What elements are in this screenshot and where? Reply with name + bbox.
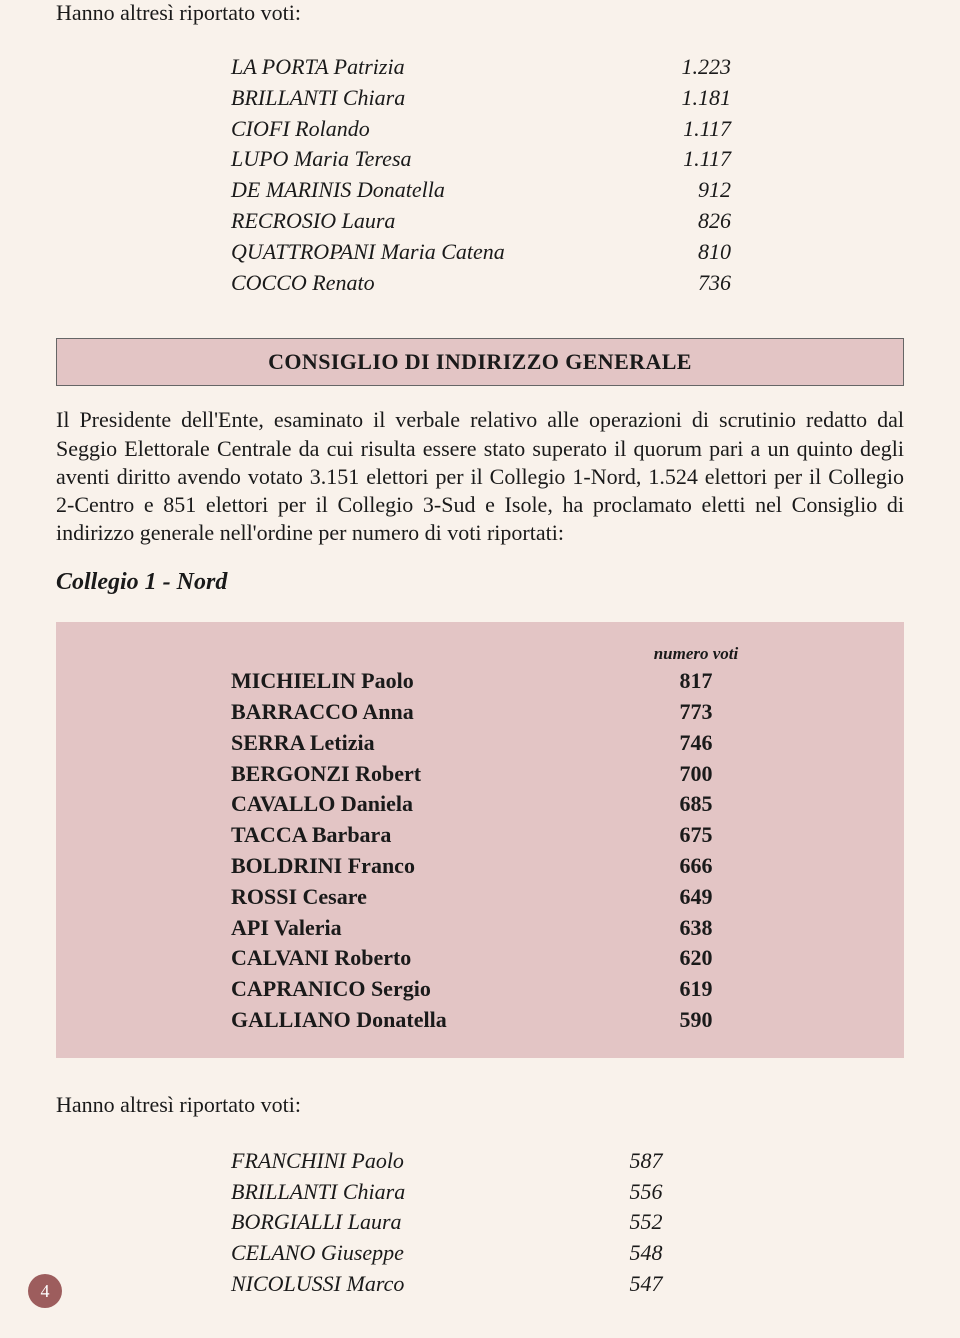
candidate-name: ROSSI Cesare [231, 882, 636, 913]
header-spacer [231, 644, 636, 664]
vote-value: 1.117 [651, 114, 731, 145]
candidate-name: BORGIALLI Laura [231, 1207, 586, 1238]
table-row: ROSSI Cesare649 [231, 882, 904, 913]
list-item: QUATTROPANI Maria Catena810 [231, 237, 904, 268]
list-item: CELANO Giuseppe548 [231, 1238, 904, 1269]
table-row: TACCA Barbara675 [231, 820, 904, 851]
list-item: COCCO Renato736 [231, 268, 904, 299]
vote-value: 826 [651, 206, 731, 237]
vote-value: 548 [586, 1238, 706, 1269]
page-number-badge: 4 [28, 1274, 62, 1308]
intro-paragraph: Hanno altresì riportato voti: [56, 0, 904, 26]
table-row: BERGONZI Robert700 [231, 759, 904, 790]
list-item: NICOLUSSI Marco547 [231, 1269, 904, 1300]
vote-value: 810 [651, 237, 731, 268]
vote-value: 685 [636, 789, 756, 820]
vote-value: 675 [636, 820, 756, 851]
list-item: DE MARINIS Donatella912 [231, 175, 904, 206]
vote-value: 817 [636, 666, 756, 697]
table-row: CAVALLO Daniela685 [231, 789, 904, 820]
vote-value: 773 [636, 697, 756, 728]
list-item: FRANCHINI Paolo587 [231, 1146, 904, 1177]
candidate-name: LA PORTA Patrizia [231, 52, 651, 83]
votes-column-header: numero voti [636, 644, 756, 664]
table-row: BOLDRINI Franco666 [231, 851, 904, 882]
candidate-name: BRILLANTI Chiara [231, 83, 651, 114]
vote-value: 666 [636, 851, 756, 882]
collegio-title: Collegio 1 - Nord [56, 569, 904, 596]
candidate-name: BERGONZI Robert [231, 759, 636, 790]
list-item: RECROSIO Laura826 [231, 206, 904, 237]
list-item: CIOFI Rolando1.117 [231, 114, 904, 145]
list-item: BRILLANTI Chiara556 [231, 1177, 904, 1208]
candidate-name: CELANO Giuseppe [231, 1238, 586, 1269]
table-row: BARRACCO Anna773 [231, 697, 904, 728]
table-row: CAPRANICO Sergio619 [231, 974, 904, 1005]
vote-value: 1.117 [651, 144, 731, 175]
table-row: SERRA Letizia746 [231, 728, 904, 759]
vote-value: 619 [636, 974, 756, 1005]
candidate-name: GALLIANO Donatella [231, 1005, 636, 1036]
list-item: BORGIALLI Laura552 [231, 1207, 904, 1238]
list-item: BRILLANTI Chiara1.181 [231, 83, 904, 114]
candidate-name: TACCA Barbara [231, 820, 636, 851]
table-row: API Valeria638 [231, 913, 904, 944]
candidate-name: SERRA Letizia [231, 728, 636, 759]
vote-value: 1.223 [651, 52, 731, 83]
vote-value: 649 [636, 882, 756, 913]
table-row: MICHIELIN Paolo817 [231, 666, 904, 697]
candidate-name: MICHIELIN Paolo [231, 666, 636, 697]
vote-value: 700 [636, 759, 756, 790]
body-paragraph: Il Presidente dell'Ente, esaminato il ve… [56, 406, 904, 547]
candidate-name: QUATTROPANI Maria Catena [231, 237, 651, 268]
list-item: LA PORTA Patrizia1.223 [231, 52, 904, 83]
vote-value: 912 [651, 175, 731, 206]
candidate-name: BOLDRINI Franco [231, 851, 636, 882]
section-header-bar: CONSIGLIO DI INDIRIZZO GENERALE [56, 338, 904, 386]
vote-value: 547 [586, 1269, 706, 1300]
candidate-name: LUPO Maria Teresa [231, 144, 651, 175]
candidate-name: CAVALLO Daniela [231, 789, 636, 820]
vote-value: 587 [586, 1146, 706, 1177]
candidate-name: RECROSIO Laura [231, 206, 651, 237]
candidate-name: CAPRANICO Sergio [231, 974, 636, 1005]
candidate-name: COCCO Renato [231, 268, 651, 299]
candidate-name: API Valeria [231, 913, 636, 944]
table-row: CALVANI Roberto620 [231, 943, 904, 974]
candidate-name: BARRACCO Anna [231, 697, 636, 728]
vote-value: 620 [636, 943, 756, 974]
bottom-vote-list: FRANCHINI Paolo587 BRILLANTI Chiara556 B… [231, 1146, 904, 1300]
candidate-name: BRILLANTI Chiara [231, 1177, 586, 1208]
vote-value: 1.181 [651, 83, 731, 114]
results-header-row: numero voti [231, 644, 904, 664]
candidate-name: FRANCHINI Paolo [231, 1146, 586, 1177]
candidate-name: CIOFI Rolando [231, 114, 651, 145]
vote-value: 746 [636, 728, 756, 759]
vote-value: 552 [586, 1207, 706, 1238]
vote-value: 556 [586, 1177, 706, 1208]
candidate-name: DE MARINIS Donatella [231, 175, 651, 206]
vote-value: 590 [636, 1005, 756, 1036]
candidate-name: NICOLUSSI Marco [231, 1269, 586, 1300]
top-vote-list: LA PORTA Patrizia1.223 BRILLANTI Chiara1… [231, 52, 904, 298]
vote-value: 736 [651, 268, 731, 299]
list-item: LUPO Maria Teresa1.117 [231, 144, 904, 175]
results-box: numero voti MICHIELIN Paolo817 BARRACCO … [56, 622, 904, 1058]
table-row: GALLIANO Donatella590 [231, 1005, 904, 1036]
also-voted-paragraph: Hanno altresì riportato voti: [56, 1092, 904, 1118]
vote-value: 638 [636, 913, 756, 944]
candidate-name: CALVANI Roberto [231, 943, 636, 974]
